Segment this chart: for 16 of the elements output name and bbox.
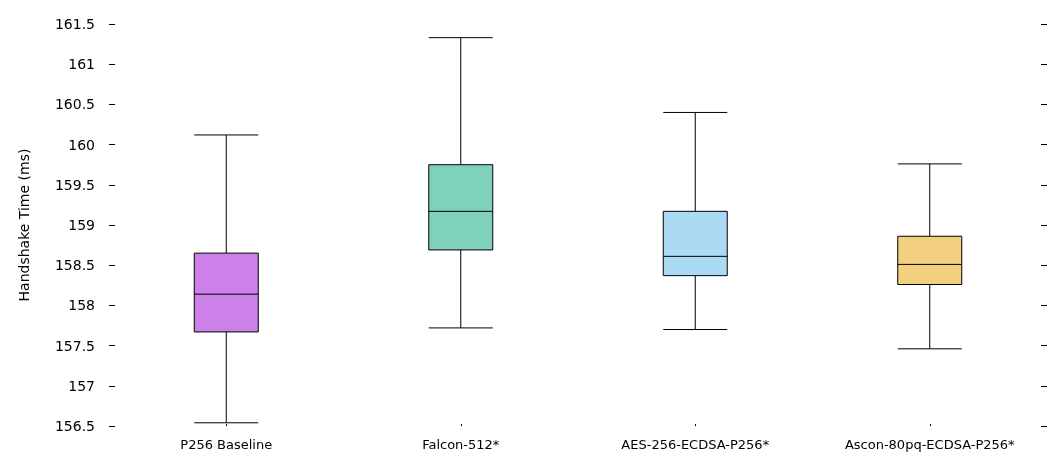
y-tick-label: 159.5 [54, 176, 95, 193]
y-tick-label: 161.5 [54, 16, 95, 32]
y-tick-label: 157.5 [54, 337, 95, 354]
y-tick-label: 158.5 [54, 257, 95, 274]
x-tick-label: Falcon-512* [422, 437, 500, 452]
y-tick-label: 158 [68, 297, 95, 314]
y-tick-label: 160 [68, 136, 95, 153]
x-tick-label: AES-256-ECDSA-P256* [621, 437, 770, 452]
x-tick-label: Ascon-80pq-ECDSA-P256* [844, 437, 1016, 452]
y-axis-title: Handshake Time (ms) [16, 148, 32, 302]
y-tick-label: 160.5 [54, 96, 95, 113]
y-tick-label: 156.5 [54, 418, 95, 434]
x-tick-label: P256 Baseline [180, 437, 273, 452]
y-tick-label: 159 [68, 217, 95, 233]
y-tick-label: 161 [68, 56, 95, 73]
y-tick-label: 157 [68, 377, 95, 394]
